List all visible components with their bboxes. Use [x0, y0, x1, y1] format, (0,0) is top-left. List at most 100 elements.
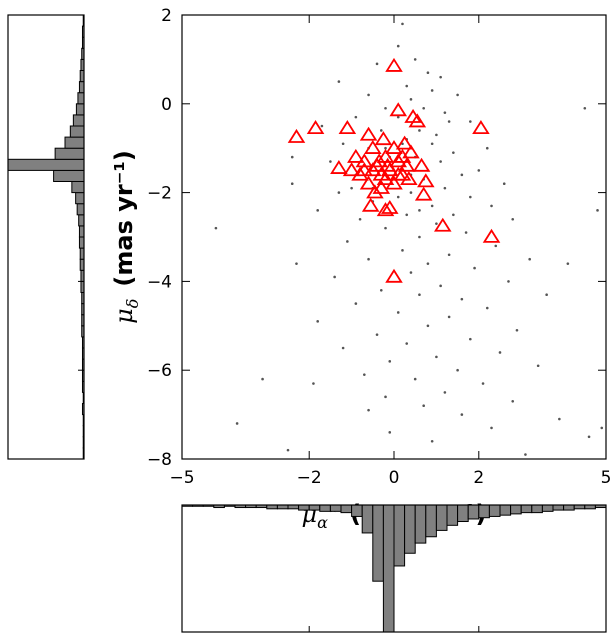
hist-bar [435, 504, 448, 531]
point [409, 271, 413, 274]
point [396, 195, 400, 199]
point [464, 231, 468, 234]
triangle-marker [364, 140, 382, 154]
triangle-marker [389, 166, 408, 181]
point [587, 435, 591, 439]
point [460, 173, 464, 177]
hist-bar [361, 504, 374, 534]
point [396, 115, 400, 119]
triangle-marker [414, 186, 433, 201]
point [384, 146, 387, 150]
point [320, 124, 324, 128]
triangle-marker [385, 268, 403, 283]
triangle-marker [395, 135, 414, 150]
triangle-marker [385, 57, 403, 72]
triangle-marker [402, 144, 420, 159]
point [430, 89, 434, 92]
point [286, 448, 290, 452]
triangle-marker [359, 126, 378, 141]
point [290, 155, 294, 159]
point [430, 142, 434, 146]
point [430, 204, 434, 208]
triangle-marker [380, 199, 399, 214]
point [418, 235, 421, 239]
point [528, 257, 531, 261]
point [354, 115, 358, 119]
y-unit: (mas yr⁻¹) [110, 150, 138, 286]
point [447, 315, 451, 319]
point [481, 382, 485, 385]
hist-bar [414, 504, 427, 544]
y-tick-label: −8 [147, 450, 172, 470]
triangle-marker [361, 197, 380, 212]
point [312, 382, 315, 385]
point [596, 209, 599, 212]
triangle-marker [347, 148, 365, 163]
point [396, 311, 400, 314]
triangle-marker [376, 202, 395, 217]
point [439, 160, 442, 163]
point [354, 302, 358, 305]
point [295, 262, 298, 265]
triangle-marker [385, 175, 403, 190]
point [405, 84, 409, 88]
point [367, 93, 370, 97]
triangle-marker [376, 171, 395, 186]
point [456, 93, 459, 97]
triangle-marker [306, 120, 325, 134]
point [384, 395, 387, 399]
point [409, 98, 413, 101]
y-symbol: μ [110, 308, 138, 324]
point [600, 426, 604, 430]
point [426, 262, 430, 265]
hist-bar [78, 236, 85, 249]
point [426, 324, 430, 328]
point [583, 106, 587, 110]
point [375, 333, 379, 336]
point [418, 293, 421, 297]
triangle-marker [412, 157, 431, 172]
y-tick-label: −2 [147, 184, 172, 204]
hist-bar [404, 504, 416, 554]
triangle-marker [389, 153, 408, 168]
triangle-marker [342, 162, 361, 177]
point [469, 195, 472, 199]
triangle-marker [372, 179, 391, 194]
point [469, 337, 472, 341]
point [511, 399, 515, 403]
point [261, 377, 264, 381]
hist-bar [563, 504, 575, 511]
hist-bar [510, 504, 522, 515]
point [379, 129, 383, 132]
hist-bar [457, 504, 469, 523]
hist-bar [340, 504, 353, 514]
triangle-marker [482, 228, 501, 243]
point [558, 417, 561, 421]
point [545, 293, 548, 297]
point [447, 120, 451, 123]
hist-bar [541, 504, 554, 512]
triangle-marker [370, 153, 388, 168]
point [379, 288, 383, 292]
plot-frame [181, 14, 607, 460]
point [460, 413, 464, 416]
hist-bar [499, 504, 512, 516]
hist-bar [329, 504, 342, 512]
point [358, 217, 362, 221]
triangle-marker [351, 166, 369, 181]
hist-bar [520, 504, 533, 514]
hist-bar [351, 504, 363, 517]
point [363, 373, 366, 376]
point [290, 182, 294, 186]
hist-frame [7, 14, 85, 460]
y-tick-label: −4 [147, 272, 172, 292]
hist-bar [7, 158, 85, 171]
point [367, 257, 370, 261]
hist-bar [53, 169, 85, 182]
hist-bar [478, 504, 490, 519]
triangle-marker [330, 159, 348, 174]
point [443, 111, 447, 114]
point [511, 217, 515, 221]
hist-bar [372, 504, 384, 582]
hist-bar [78, 225, 85, 238]
